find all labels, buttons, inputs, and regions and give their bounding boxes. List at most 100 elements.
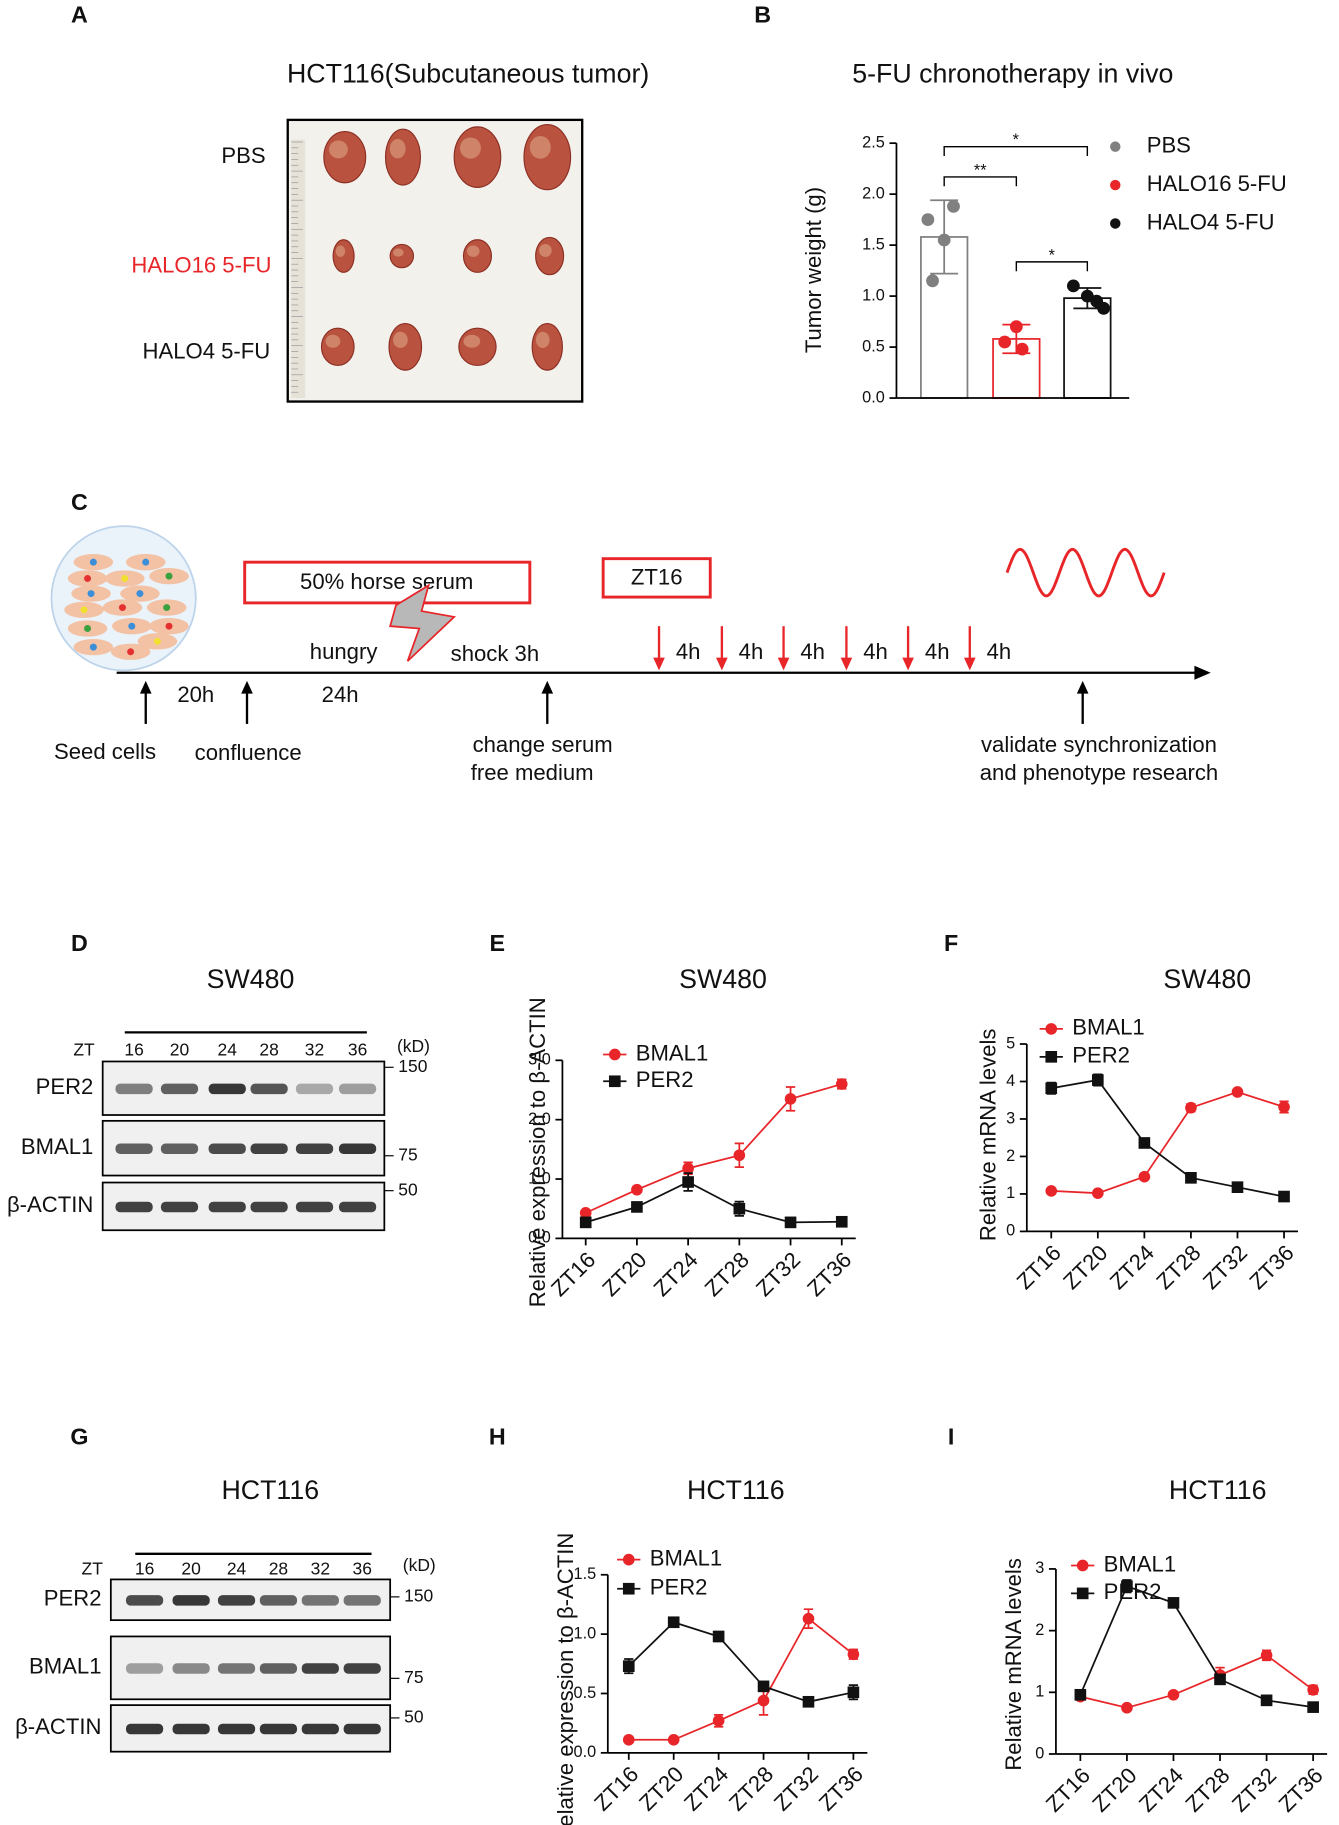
tumor-highlight	[389, 138, 406, 159]
band	[172, 1723, 210, 1735]
panel-letter: G	[70, 1424, 88, 1450]
label: Seed cells	[54, 739, 156, 764]
data-point	[1091, 1074, 1104, 1086]
arrowhead	[541, 680, 554, 694]
panel-letter: F	[944, 930, 958, 956]
band	[125, 1663, 164, 1674]
y-axis-label: Relative expression to β-ACTIN	[553, 1533, 578, 1825]
legend-label: BMAL1	[650, 1545, 723, 1570]
legend-label: PBS	[1147, 132, 1191, 157]
data-point	[757, 1694, 770, 1707]
data-point	[784, 1216, 797, 1229]
band	[295, 1083, 334, 1095]
data-point	[712, 1714, 725, 1727]
nucleus	[165, 572, 173, 580]
data-point	[1167, 1597, 1180, 1609]
data-point	[682, 1176, 694, 1188]
label: BMAL1	[29, 1654, 102, 1679]
tumor-highlight	[459, 137, 481, 159]
label: confluence	[195, 740, 302, 765]
series-line	[1051, 1079, 1285, 1198]
arrowhead	[902, 657, 914, 671]
series-line	[585, 1083, 843, 1214]
x-tick-label: ZT16	[589, 1761, 643, 1815]
y-axis-label: Relative mRNA levels	[975, 1029, 1000, 1242]
label: 36	[353, 1559, 372, 1579]
nucleus	[127, 648, 135, 656]
tumor	[458, 327, 497, 367]
significance-label: *	[1013, 131, 1020, 149]
y-tick-label: 1	[1035, 1683, 1044, 1701]
arrowhead	[241, 680, 253, 694]
band	[115, 1143, 153, 1155]
label: 4h	[863, 639, 888, 664]
tumor-highlight	[325, 334, 341, 348]
y-tick-label: 2	[1006, 1147, 1015, 1165]
label: validate synchronization	[981, 732, 1217, 757]
band	[250, 1143, 288, 1155]
band	[208, 1083, 246, 1095]
x-tick-label: ZT36	[1274, 1763, 1328, 1817]
chart-title: HCT116	[1169, 1475, 1267, 1505]
data-point	[622, 1582, 635, 1595]
chart-title: SW480	[1163, 964, 1251, 994]
nucleus	[89, 558, 97, 566]
x-tick-label: ZT36	[1245, 1240, 1299, 1294]
data-point	[1097, 301, 1111, 315]
band	[125, 1595, 164, 1606]
nucleus	[84, 574, 92, 582]
tumor-highlight	[539, 243, 552, 257]
band	[115, 1201, 153, 1213]
y-tick-label: 1.0	[528, 1169, 551, 1187]
data-point	[1045, 1082, 1058, 1095]
nucleus	[153, 637, 161, 645]
y-tick-label: 0.0	[862, 388, 885, 406]
x-tick-label: ZT36	[814, 1761, 868, 1815]
x-tick-label: ZT20	[597, 1247, 651, 1301]
y-tick-label: 1.0	[862, 286, 885, 304]
data-point	[1121, 1580, 1133, 1593]
data-point	[921, 213, 935, 227]
label: (kD)	[397, 1036, 430, 1056]
data-point	[835, 1078, 848, 1090]
label: BMAL1	[21, 1134, 94, 1159]
significance-label: **	[974, 161, 987, 179]
band	[259, 1595, 298, 1606]
band	[301, 1723, 339, 1735]
band	[259, 1663, 298, 1674]
nucleus	[163, 604, 171, 612]
data-point	[998, 335, 1012, 349]
data-point	[1045, 1051, 1058, 1063]
label: change serum	[473, 732, 613, 757]
x-tick-label: ZT28	[1181, 1763, 1235, 1817]
tumor	[320, 327, 355, 367]
ruler	[291, 139, 306, 399]
y-tick-label: 4	[1006, 1072, 1015, 1090]
legend-label: PER2	[650, 1575, 708, 1600]
data-point	[1121, 1701, 1133, 1714]
label: 32	[311, 1559, 330, 1579]
data-point	[1185, 1101, 1197, 1114]
panel-letter: H	[489, 1424, 506, 1450]
data-point	[579, 1216, 592, 1229]
nucleus	[128, 622, 136, 630]
data-point	[667, 1733, 680, 1746]
data-point	[733, 1149, 746, 1162]
tumor	[323, 130, 367, 184]
band	[259, 1723, 298, 1735]
label: (kD)	[403, 1555, 436, 1575]
arrowhead	[716, 657, 728, 671]
label: 28	[259, 1040, 278, 1060]
x-tick-label: ZT20	[1087, 1763, 1141, 1817]
band	[343, 1663, 381, 1674]
data-point	[622, 1553, 635, 1566]
label: HCT116	[221, 1475, 319, 1505]
data-point	[1278, 1101, 1290, 1113]
band	[250, 1201, 288, 1213]
label: PER2	[36, 1074, 94, 1099]
tumor-highlight	[535, 331, 550, 349]
data-point	[1167, 1688, 1180, 1701]
legend-label: BMAL1	[636, 1040, 709, 1065]
legend-marker	[1110, 141, 1121, 152]
label: shock 3h	[451, 641, 540, 666]
